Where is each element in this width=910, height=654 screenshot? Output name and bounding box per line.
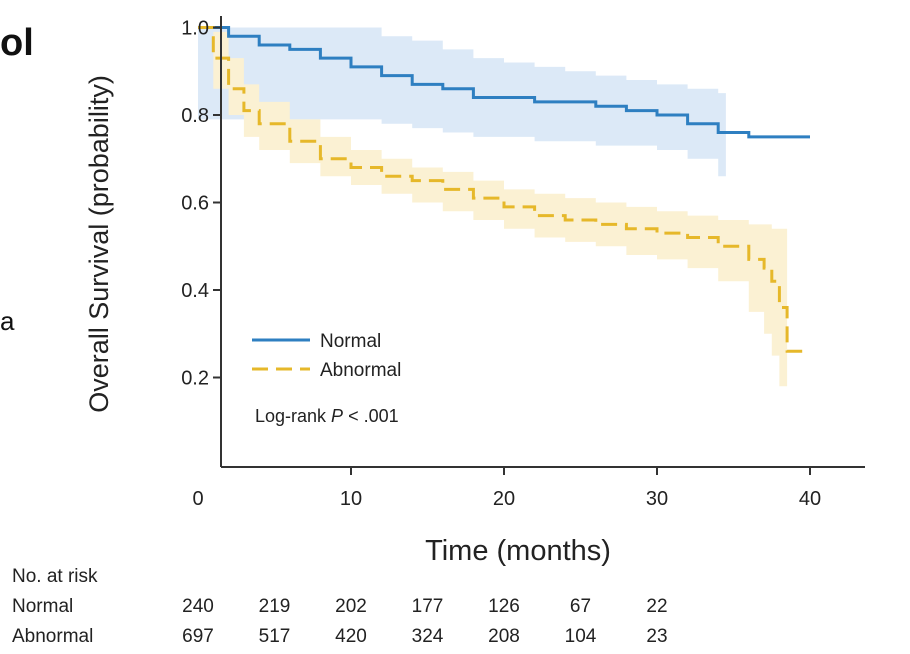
abnormal-confidence-band bbox=[198, 27, 788, 452]
y-tick-label: 0.2 bbox=[181, 368, 209, 390]
risk-table: No. at risk Normal Abnormal 240 219 202 177… bbox=[0, 566, 910, 654]
y-tick-label: 0.8 bbox=[181, 105, 209, 127]
risk-cell-abnormal: 104 bbox=[564, 626, 597, 647]
risk-row-label-abnormal: Abnormal bbox=[12, 626, 94, 647]
survival-chart: 0 10 20 30 400.20.40.60.81.0 NormalAbnormal … bbox=[84, 16, 865, 566]
abnormal-survival-line bbox=[198, 26, 803, 353]
annotation-suffix: < .001 bbox=[343, 406, 399, 426]
x-tick-label: 20 bbox=[493, 488, 515, 510]
survival-curves bbox=[198, 26, 810, 353]
risk-cell-normal: 177 bbox=[411, 596, 444, 617]
risk-cell-abnormal: 23 bbox=[646, 626, 668, 647]
risk-cell-abnormal: 208 bbox=[488, 626, 520, 647]
risk-table-title: No. at risk bbox=[12, 566, 98, 587]
annotation-p: P bbox=[331, 406, 343, 426]
risk-cell-normal: 126 bbox=[488, 596, 520, 617]
y-tick-label: 0.6 bbox=[181, 193, 209, 215]
x-tick-label: 10 bbox=[340, 488, 362, 510]
cropped-body-text: a bbox=[0, 306, 15, 336]
x-tick-label: 30 bbox=[646, 488, 668, 510]
risk-cell-normal: 240 bbox=[182, 596, 214, 617]
legend-label-normal: Normal bbox=[320, 331, 381, 352]
y-tick-label: 1.0 bbox=[181, 18, 209, 40]
risk-cell-normal: 219 bbox=[258, 596, 291, 617]
risk-cell-abnormal: 420 bbox=[335, 626, 367, 647]
normal-survival-line bbox=[198, 26, 810, 139]
chart-axes: 0 10 20 30 40 0.2 0.4 0.6 0.8 1.0 bbox=[181, 16, 865, 510]
risk-cell-abnormal: 324 bbox=[411, 626, 444, 647]
cropped-heading-text: ol bbox=[0, 22, 34, 64]
log-rank-annotation: Log-rank P < .001 bbox=[255, 406, 399, 426]
y-axis-label: Overall Survival (probability) bbox=[84, 75, 114, 413]
legend-label-abnormal: Abnormal bbox=[320, 360, 401, 381]
risk-cell-normal: 67 bbox=[569, 596, 592, 617]
risk-cell-abnormal: 517 bbox=[258, 626, 291, 647]
x-tick-label: 40 bbox=[799, 488, 821, 510]
risk-cell-normal: 22 bbox=[646, 596, 668, 617]
chart-legend: Normal Abnormal bbox=[252, 331, 401, 381]
risk-cell-abnormal: 697 bbox=[182, 626, 214, 647]
risk-cell-normal: 202 bbox=[335, 596, 367, 617]
annotation-prefix: Log-rank bbox=[255, 406, 331, 426]
x-tick-label: 0 bbox=[192, 488, 203, 510]
x-axis-label: Time (months) bbox=[425, 535, 611, 566]
risk-row-label-normal: Normal bbox=[12, 596, 74, 617]
y-tick-label: 0.4 bbox=[181, 280, 209, 302]
